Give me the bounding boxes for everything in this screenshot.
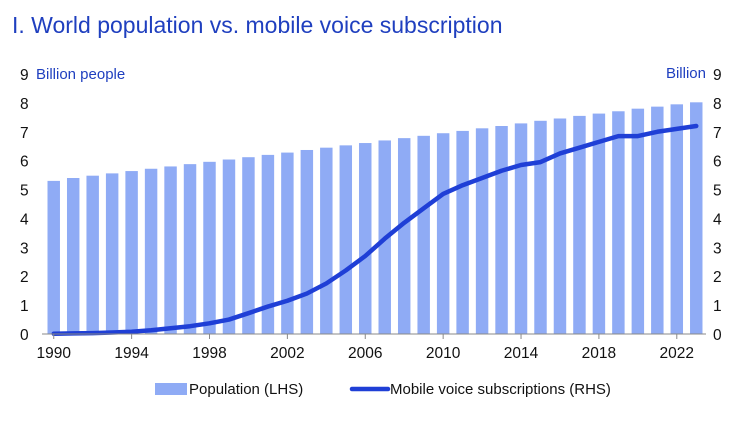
x-tick-label: 2014 — [504, 345, 539, 362]
population-bar — [47, 180, 60, 334]
left-y-tick-label: 8 — [20, 96, 29, 113]
legend-population-label: Population (LHS) — [189, 381, 303, 398]
population-bar — [612, 111, 625, 335]
left-y-tick-label: 5 — [20, 183, 29, 200]
x-tick-label: 2002 — [270, 345, 304, 362]
population-bar — [105, 173, 119, 334]
population-bar — [534, 120, 547, 334]
right-y-tick-label: 3 — [713, 240, 722, 257]
legend: Population (LHS) Mobile voice subscripti… — [155, 381, 611, 398]
population-bar — [320, 147, 333, 334]
left-y-tick-label: 7 — [20, 125, 29, 142]
left-y-tick-label: 9 — [20, 67, 29, 84]
x-tick-label: 2010 — [426, 345, 461, 362]
population-bar — [339, 145, 353, 334]
population-bar — [592, 113, 606, 334]
x-tick-label: 2018 — [582, 345, 616, 362]
right-y-tick-label: 5 — [713, 183, 722, 200]
axes: 0 1 2 3 4 5 6 7 8 9 0 1 2 3 4 5 6 7 8 9 1990 1994 1998 2002 2006… — [20, 67, 722, 362]
population-bar — [66, 178, 80, 334]
x-tick-label: 1994 — [114, 345, 149, 362]
population-bar — [300, 149, 314, 334]
left-y-tick-label: 4 — [20, 211, 29, 228]
population-bar — [144, 168, 158, 334]
x-tick-label: 2006 — [348, 345, 382, 362]
population-bar — [417, 135, 430, 334]
population-bar — [573, 115, 586, 334]
population-bar — [436, 133, 450, 334]
population-bar — [690, 102, 703, 334]
population-bars — [47, 102, 703, 335]
right-y-tick-label: 0 — [713, 327, 722, 344]
population-bar — [553, 118, 567, 335]
population-bar — [631, 108, 645, 334]
right-y-tick-label: 8 — [713, 96, 722, 113]
population-bar — [359, 143, 372, 334]
population-bar — [261, 154, 275, 334]
population-bar — [397, 138, 411, 334]
x-tick-label: 1990 — [36, 345, 71, 362]
x-tick-label: 1998 — [192, 345, 226, 362]
left-y-tick-label: 0 — [20, 327, 29, 344]
left-axis-label: Billion people — [36, 66, 125, 83]
population-bar — [86, 175, 99, 334]
population-bar — [242, 157, 255, 334]
right-y-tick-label: 4 — [713, 211, 722, 228]
population-bar — [183, 164, 197, 334]
right-y-tick-label: 2 — [713, 269, 722, 286]
right-y-tick-label: 9 — [713, 67, 722, 84]
legend-population-swatch — [155, 383, 187, 395]
population-bar — [456, 130, 469, 334]
x-tick-label: 2022 — [660, 345, 694, 362]
population-bar — [651, 106, 664, 334]
population-bar — [495, 126, 508, 334]
left-y-tick-label: 6 — [20, 154, 29, 171]
right-y-tick-label: 1 — [713, 298, 722, 315]
left-y-tick-label: 1 — [20, 298, 29, 315]
legend-subscription-label: Mobile voice subscriptions (RHS) — [390, 381, 611, 398]
population-bar — [164, 166, 177, 334]
population-bar — [125, 171, 138, 334]
population-bar — [281, 152, 294, 334]
right-y-tick-label: 7 — [713, 125, 722, 142]
right-y-tick-label: 6 — [713, 154, 722, 171]
population-bar — [514, 123, 528, 335]
population-bar — [670, 104, 684, 334]
left-y-tick-label: 2 — [20, 269, 29, 286]
subscription-line-group — [51, 123, 699, 336]
population-bar — [475, 128, 489, 334]
subscription-line — [51, 123, 699, 336]
population-bar — [222, 159, 236, 334]
left-y-tick-label: 3 — [20, 240, 29, 257]
population-bar — [203, 161, 216, 334]
chart-title: I. World population vs. mobile voice sub… — [12, 12, 503, 38]
right-axis-label: Billion — [666, 65, 706, 82]
